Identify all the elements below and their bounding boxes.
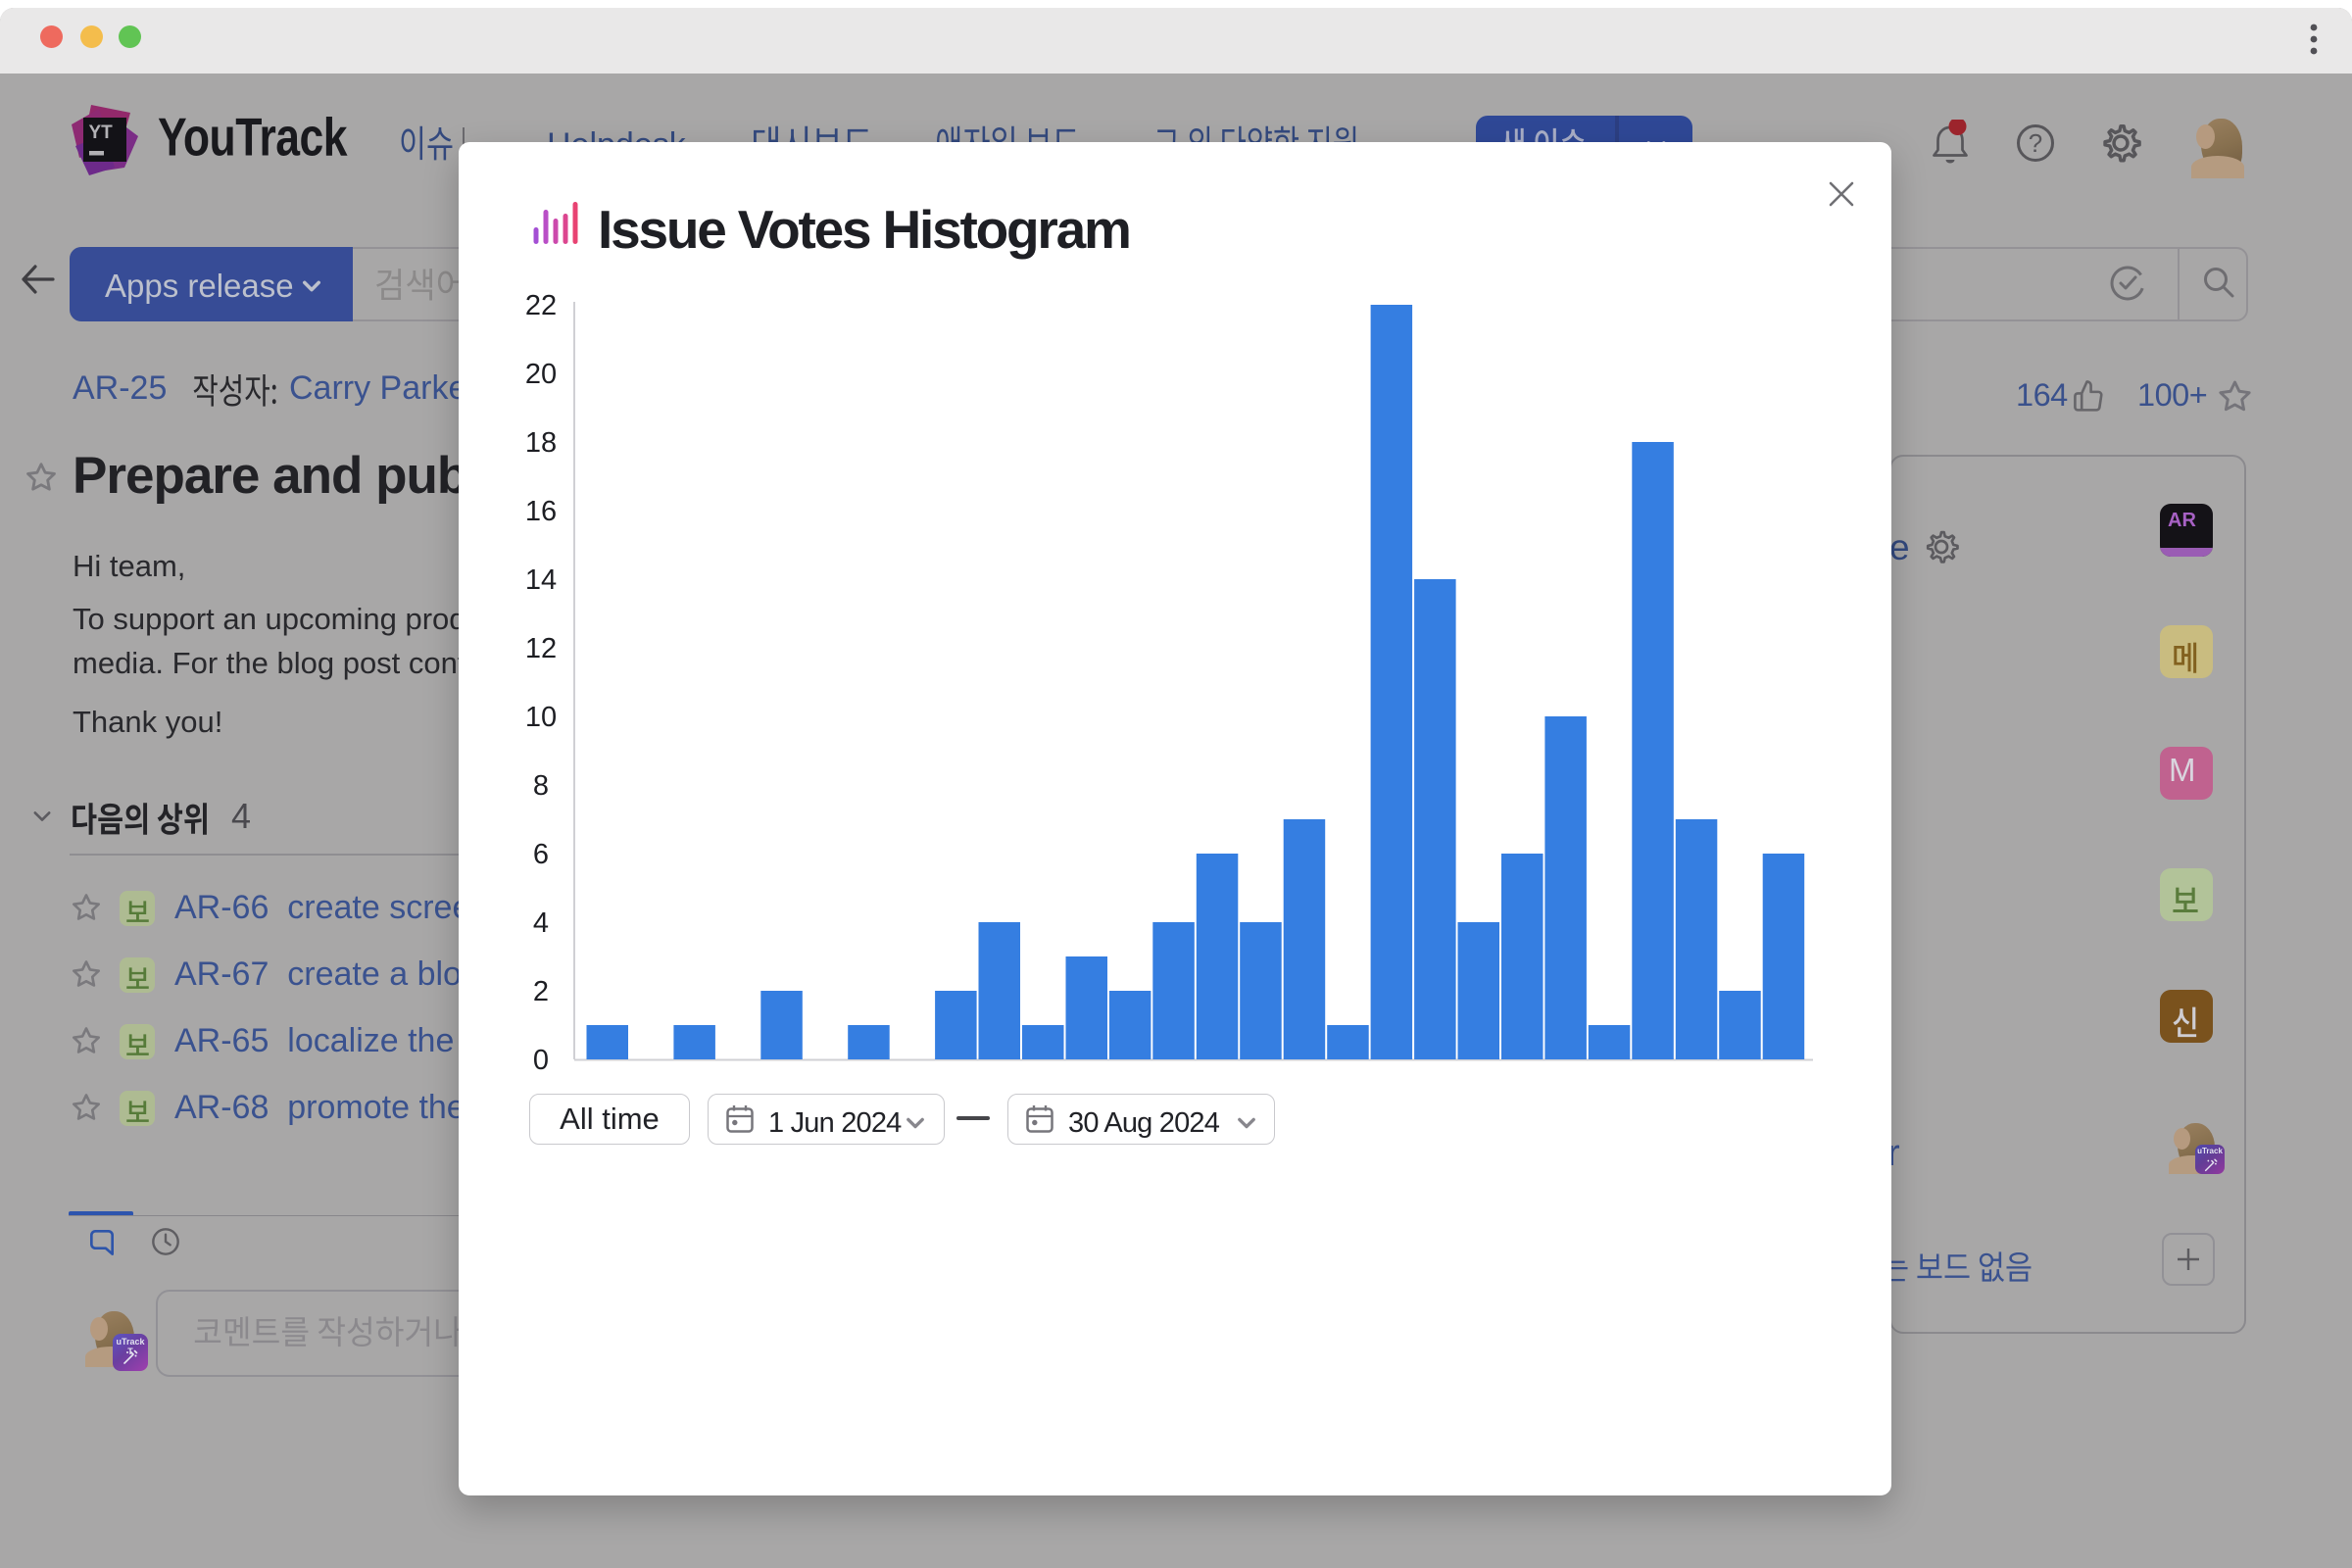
svg-text:YT: YT: [89, 122, 114, 143]
svg-text:0: 0: [533, 1045, 549, 1076]
svg-text:10: 10: [525, 702, 557, 733]
svg-text:2: 2: [533, 976, 549, 1007]
svg-text:18: 18: [525, 427, 557, 459]
svg-text:14: 14: [525, 564, 557, 596]
svg-text:8: 8: [533, 770, 549, 802]
svg-text:4: 4: [533, 907, 549, 939]
svg-text:6: 6: [533, 839, 549, 870]
svg-text:16: 16: [525, 496, 557, 527]
svg-text:12: 12: [525, 633, 557, 664]
svg-text:22: 22: [525, 290, 557, 321]
svg-text:20: 20: [525, 359, 557, 390]
svg-text:?: ?: [2029, 128, 2042, 158]
